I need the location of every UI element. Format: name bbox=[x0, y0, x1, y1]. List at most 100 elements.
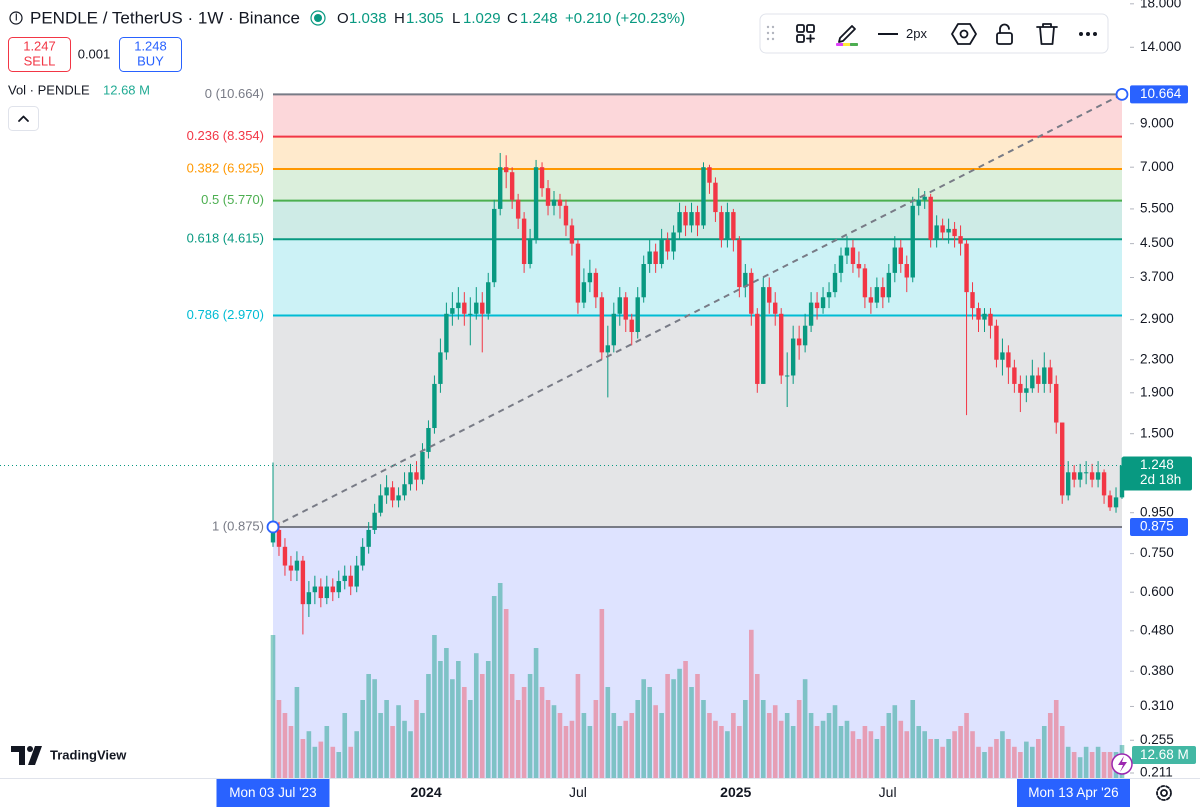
candle-body bbox=[844, 247, 850, 256]
volume-bar bbox=[701, 700, 706, 778]
fib-level-label: 0.236 (8.354) bbox=[187, 128, 264, 143]
volume-bar bbox=[336, 752, 342, 778]
settings-button[interactable] bbox=[951, 23, 977, 45]
candle-body bbox=[946, 228, 951, 233]
status-ring bbox=[310, 10, 326, 26]
x-tick-label: Jul bbox=[879, 784, 897, 800]
more-button[interactable] bbox=[1079, 32, 1097, 36]
color-button[interactable] bbox=[836, 25, 858, 46]
candle-body bbox=[683, 212, 688, 226]
volume-bar bbox=[468, 700, 473, 778]
candle-body bbox=[659, 239, 664, 265]
line-width-label: 2px bbox=[906, 26, 927, 41]
candle-body bbox=[838, 255, 844, 273]
symbol-title[interactable]: PENDLE / TetherUS · 1W · Binance bbox=[30, 8, 300, 27]
candle-body bbox=[641, 264, 646, 298]
volume-bar bbox=[1041, 726, 1047, 778]
volume-bar bbox=[760, 700, 766, 778]
candle-body bbox=[677, 212, 682, 233]
volume-bar bbox=[587, 726, 593, 778]
candle-body bbox=[480, 302, 485, 314]
volume-bar bbox=[1089, 752, 1095, 778]
candle-body bbox=[719, 212, 724, 240]
candle-body bbox=[503, 167, 509, 173]
y-tick-label: 0.600 bbox=[1140, 584, 1174, 599]
candle-body bbox=[486, 282, 491, 314]
collapse-button[interactable] bbox=[8, 106, 39, 131]
candle-body bbox=[695, 212, 700, 226]
candle-body bbox=[779, 313, 784, 376]
candle-body bbox=[605, 345, 611, 353]
ohlc-key: H bbox=[394, 10, 405, 27]
brand-mark bbox=[27, 746, 33, 752]
candle-body bbox=[527, 239, 533, 265]
symbol-icon-mark: ı bbox=[15, 8, 19, 23]
y-tick-label: 1.500 bbox=[1140, 425, 1174, 440]
candle-body bbox=[761, 287, 766, 384]
volume-bar bbox=[1018, 752, 1023, 778]
candle-body bbox=[802, 325, 808, 346]
price-badge bbox=[1130, 85, 1188, 104]
ohlc-value: 1.029 bbox=[463, 10, 501, 27]
candle-body bbox=[270, 529, 276, 543]
candle-body bbox=[832, 272, 838, 293]
volume-badge bbox=[1132, 746, 1196, 764]
candle-body bbox=[773, 302, 778, 314]
fib-band bbox=[273, 169, 1122, 201]
volume-bar bbox=[545, 700, 551, 778]
toolbar-panel bbox=[759, 13, 1109, 54]
volume-bar bbox=[838, 726, 844, 778]
buy-button[interactable] bbox=[119, 37, 182, 72]
candle-body bbox=[492, 208, 497, 283]
candle-body bbox=[366, 529, 371, 547]
volume-bar bbox=[832, 705, 838, 778]
candle-body bbox=[820, 297, 826, 309]
volume-bar bbox=[964, 713, 969, 778]
volume-bar bbox=[414, 700, 419, 778]
candle-body bbox=[581, 282, 587, 303]
line-width-button[interactable]: 2px bbox=[878, 26, 927, 41]
sell-button[interactable] bbox=[8, 37, 71, 72]
candle-body bbox=[474, 302, 479, 314]
lock-button[interactable] bbox=[996, 23, 1013, 45]
volume-bar bbox=[306, 731, 312, 778]
volume-bar bbox=[581, 713, 587, 778]
candle-body bbox=[414, 472, 419, 480]
x-range-badge bbox=[1017, 779, 1130, 807]
volume-bar bbox=[934, 739, 939, 778]
buy-label: BUY bbox=[137, 53, 164, 68]
candle-body bbox=[539, 167, 545, 189]
volume-bar bbox=[503, 609, 509, 778]
candle-body bbox=[934, 225, 939, 240]
volume-bar bbox=[976, 746, 981, 778]
candle-body bbox=[1048, 367, 1053, 384]
candle-body bbox=[922, 196, 927, 200]
candle-body bbox=[886, 272, 892, 298]
volume-bar bbox=[432, 635, 437, 778]
add-template-button[interactable] bbox=[796, 24, 815, 43]
y-tick-label: 0.480 bbox=[1140, 622, 1174, 637]
current-price-badge bbox=[1122, 456, 1192, 491]
axis-settings-button[interactable] bbox=[1156, 785, 1172, 801]
brand-name: TradingView bbox=[50, 747, 127, 762]
volume-bar bbox=[1065, 746, 1071, 778]
candle-body bbox=[288, 565, 294, 571]
candle-body bbox=[970, 292, 975, 309]
volume-bar bbox=[689, 687, 694, 778]
ohlc-key: L bbox=[452, 10, 460, 27]
volume-bar bbox=[527, 674, 533, 778]
trend-anchor bbox=[1115, 87, 1129, 101]
volume-bar bbox=[1083, 746, 1089, 778]
candle-body bbox=[707, 167, 712, 183]
price-badge-label: 10.664 bbox=[1140, 86, 1182, 101]
spread: 0.001 bbox=[78, 46, 111, 61]
volume-bar bbox=[743, 700, 748, 778]
candle-body bbox=[372, 512, 377, 530]
candle-body bbox=[635, 297, 640, 333]
delete-button[interactable] bbox=[1036, 23, 1058, 45]
drag-handle[interactable] bbox=[766, 25, 775, 41]
volume-bar bbox=[653, 705, 658, 778]
candle-body bbox=[611, 313, 616, 346]
volume-bar bbox=[420, 713, 425, 778]
